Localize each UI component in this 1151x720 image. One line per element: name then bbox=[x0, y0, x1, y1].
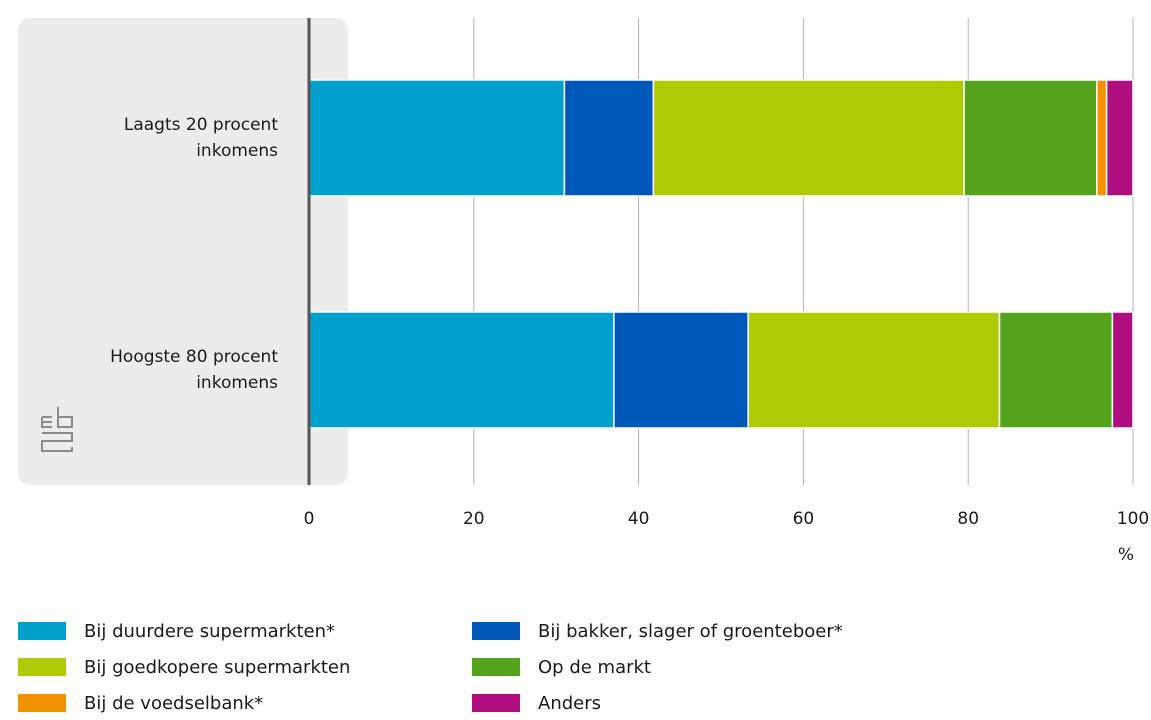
bar-segment bbox=[1111, 311, 1134, 429]
legend-swatch bbox=[18, 694, 66, 712]
category-label: Hoogste 80 procent inkomens bbox=[110, 347, 278, 393]
bars bbox=[308, 79, 1134, 429]
legend-swatch bbox=[18, 622, 66, 640]
legend-label: Bij goedkopere supermarkten bbox=[84, 656, 351, 678]
chart: Laagts 20 procent inkomens Hoogste 80 proc… bbox=[18, 18, 1150, 565]
legend-label: Bij duurdere supermarkten* bbox=[84, 620, 335, 642]
cbs-logo bbox=[41, 407, 73, 452]
legend-swatch bbox=[472, 694, 520, 712]
bar-segment bbox=[308, 311, 615, 429]
category-labels: Laagts 20 procent inkomens Hoogste 80 proc… bbox=[110, 115, 278, 393]
legend-item: Op de markt bbox=[472, 653, 651, 681]
legend-item: Bij de voedselbank* bbox=[18, 689, 263, 717]
legend-label: Anders bbox=[538, 692, 601, 714]
legend-label: Bij de voedselbank* bbox=[84, 692, 264, 714]
legend-label: Bij bakker, slager of groenteboer* bbox=[538, 620, 843, 642]
category-panel bbox=[18, 18, 348, 485]
legend-label: Op de markt bbox=[538, 656, 651, 678]
x-tick-labels: 0 20 40 60 80 100 bbox=[304, 509, 1150, 529]
x-tick-label: 0 bbox=[304, 509, 315, 529]
x-unit-label: % bbox=[1118, 545, 1134, 565]
x-tick-label: 80 bbox=[957, 509, 979, 529]
x-tick-label: 60 bbox=[793, 509, 815, 529]
bar-segment bbox=[563, 79, 655, 197]
legend-item: Bij duurdere supermarkten* bbox=[18, 617, 335, 645]
bar-segment bbox=[308, 79, 566, 197]
legend-swatch bbox=[18, 658, 66, 676]
x-tick-label: 20 bbox=[463, 509, 485, 529]
bar-segment bbox=[613, 311, 749, 429]
bar-segment bbox=[998, 311, 1114, 429]
legend-swatch bbox=[472, 658, 520, 676]
category-label: Laagts 20 procent inkomens bbox=[124, 115, 278, 161]
legend-item: Bij bakker, slager of groenteboer* bbox=[472, 617, 843, 645]
x-tick-label: 100 bbox=[1117, 509, 1149, 529]
legend-item: Bij goedkopere supermarkten bbox=[18, 653, 350, 681]
bar-segment bbox=[652, 79, 965, 197]
bar-segment bbox=[1095, 79, 1108, 197]
bar-segment bbox=[747, 311, 1001, 429]
bar-segment bbox=[963, 79, 1098, 197]
legend-swatch bbox=[472, 622, 520, 640]
x-tick-label: 40 bbox=[628, 509, 650, 529]
legend-item: Anders bbox=[472, 689, 601, 717]
bar-segment bbox=[1105, 79, 1134, 197]
